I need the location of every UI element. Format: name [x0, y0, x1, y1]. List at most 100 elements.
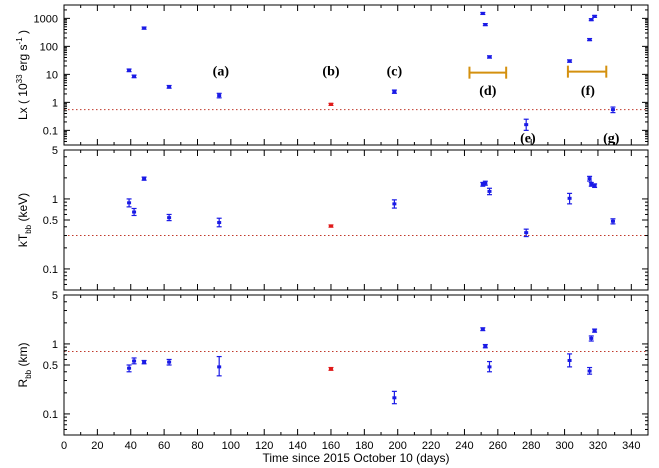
time-range-bracket: [566, 65, 608, 78]
marker: [592, 184, 597, 188]
x-tick-label: 20: [91, 440, 103, 452]
y-axis-label-part: ): [16, 30, 30, 37]
y-tick-label: 1: [52, 97, 58, 109]
data-point: [610, 106, 616, 114]
y-axis-label-part: bb: [24, 224, 33, 233]
x-tick-label: 240: [455, 440, 473, 452]
panel-annotation: (e): [520, 132, 536, 147]
data-point: [523, 118, 529, 131]
data-point: [480, 327, 486, 332]
marker: [567, 59, 572, 63]
y-axis-label-part: bb: [24, 369, 33, 378]
data-point: [610, 218, 616, 225]
marker: [217, 365, 222, 369]
data-point: [482, 180, 488, 186]
y-tick-label: 1: [52, 194, 58, 206]
marker: [132, 210, 137, 214]
marker: [589, 182, 594, 186]
marker: [392, 396, 397, 400]
marker: [127, 366, 132, 370]
data-point: [166, 358, 172, 366]
panel-annotation: (a): [213, 64, 230, 79]
data-point: [216, 92, 222, 99]
data-point: [588, 18, 594, 22]
data-point: [166, 213, 172, 222]
x-tick-label: 180: [355, 440, 373, 452]
marker: [127, 201, 132, 205]
y-tick-label: 10: [46, 69, 58, 81]
plot-frame: [63, 4, 649, 146]
y-axis-label-part: erg s: [16, 44, 30, 74]
marker: [587, 369, 592, 373]
marker: [127, 68, 132, 72]
y-tick-label: 5: [52, 145, 58, 157]
x-tick-label: 320: [589, 440, 607, 452]
marker: [587, 177, 592, 181]
data-point: [567, 59, 573, 63]
data-point: [480, 11, 486, 16]
marker: [217, 94, 222, 98]
data-point: [486, 55, 492, 59]
x-tick-label: 80: [191, 440, 203, 452]
y-tick-label: 100: [40, 41, 58, 53]
y-tick-label: 5: [52, 290, 58, 302]
data-point-highlight: [328, 366, 334, 371]
data-point: [486, 187, 492, 196]
marker: [524, 231, 529, 235]
y-tick-label: 0.5: [43, 360, 58, 372]
marker: [167, 216, 172, 220]
data-point: [131, 74, 137, 79]
marker: [483, 23, 488, 27]
x-tick-label: 140: [288, 440, 306, 452]
panel-annotation: (b): [322, 64, 339, 79]
y-axis-label-part: kT: [16, 233, 30, 247]
data-point: [482, 343, 488, 349]
data-point: [592, 328, 598, 333]
data-point: [141, 359, 147, 365]
marker: [592, 329, 597, 333]
y-tick-label: 0.1: [43, 264, 58, 276]
data-point: [567, 192, 573, 205]
data-point: [592, 183, 598, 189]
marker: [487, 189, 492, 193]
marker: [567, 358, 572, 362]
marker: [589, 18, 594, 22]
marker: [328, 367, 333, 371]
y-tick-label: 0.1: [43, 125, 58, 137]
y-axis-label: Lx ( 1033 erg s-1 ): [15, 30, 30, 120]
marker: [587, 38, 592, 42]
marker: [132, 74, 137, 78]
data-point: [391, 390, 397, 405]
x-tick-label: 200: [389, 440, 407, 452]
panel-kt: 0.1 0.5 1 5 kTbb (keV): [16, 145, 649, 291]
x-tick-label: 260: [489, 440, 507, 452]
data-point: [587, 175, 593, 182]
marker: [480, 327, 485, 331]
x-tick-label: 60: [158, 440, 170, 452]
panel-annotation: (g): [603, 132, 620, 147]
marker: [483, 181, 488, 185]
marker: [392, 90, 397, 94]
marker: [610, 108, 615, 112]
y-tick-label: 0.5: [43, 215, 58, 227]
marker: [487, 365, 492, 369]
data-point: [126, 198, 132, 208]
data-point: [126, 68, 132, 73]
marker: [567, 196, 572, 200]
y-axis-label-part: -1: [15, 37, 24, 45]
plot-frame: [63, 149, 649, 291]
time-range-bracket: [468, 66, 508, 79]
data-point: [482, 22, 488, 27]
marker: [483, 344, 488, 348]
data-point: [131, 357, 137, 365]
data-point: [587, 37, 593, 42]
data-point: [391, 89, 397, 94]
x-tick-label: 340: [622, 440, 640, 452]
marker: [480, 11, 485, 15]
marker: [610, 219, 615, 223]
y-tick-label: 1000: [34, 13, 58, 25]
data-point: [126, 364, 132, 373]
marker: [392, 202, 397, 206]
panel-rbb: 0.1 0.5 1 5 0 20 40 60 80 100 120 140 160 180 200 220 24…: [16, 290, 649, 452]
